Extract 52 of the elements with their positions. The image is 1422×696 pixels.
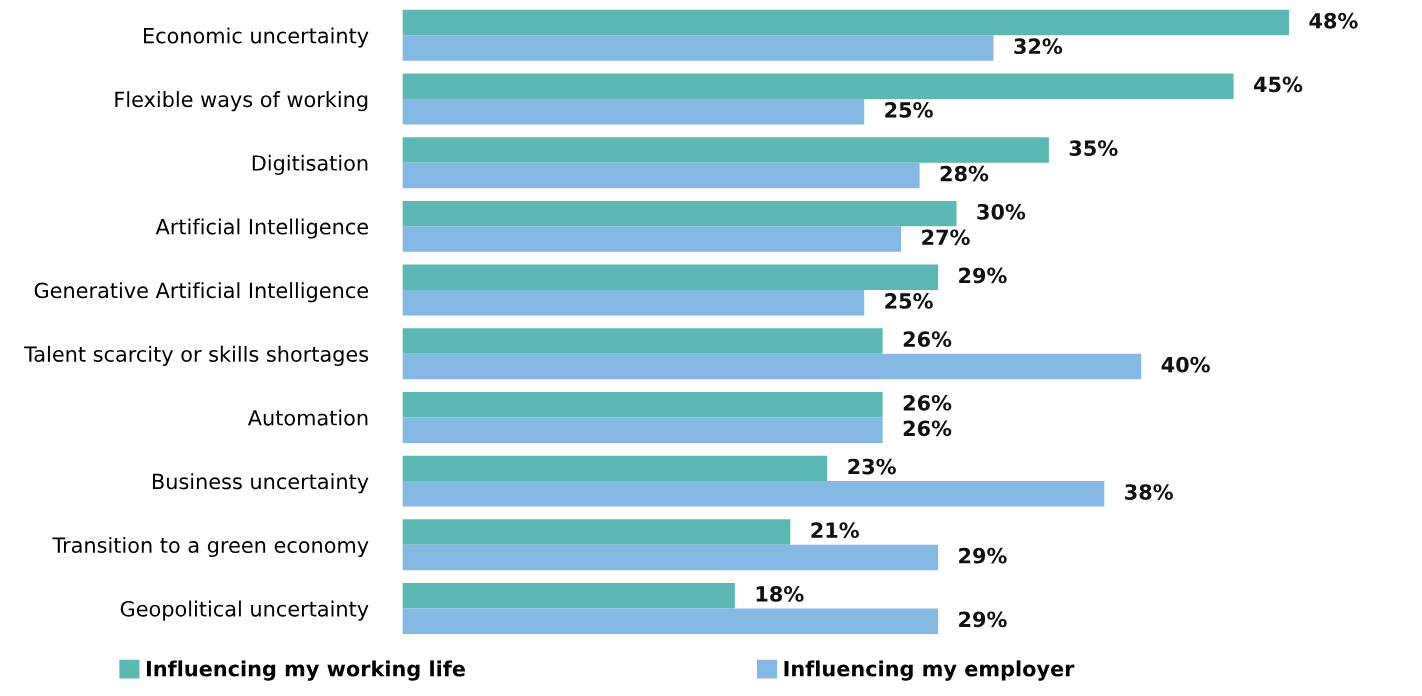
bar xyxy=(402,519,791,545)
data-label: 26% xyxy=(903,394,952,411)
data-label: 26% xyxy=(903,331,952,348)
y-tick-label: Artificial Intelligence xyxy=(155,218,368,239)
data-label: 30% xyxy=(977,203,1026,220)
bar xyxy=(402,328,883,354)
y-tick-label: Digitisation xyxy=(252,154,368,175)
bar xyxy=(402,391,883,418)
y-tick-label: Economic uncertainty xyxy=(144,27,369,48)
data-label: 21% xyxy=(811,522,859,539)
data-label: 18% xyxy=(756,586,804,602)
data-label: 35% xyxy=(1069,140,1118,156)
data-label: 32% xyxy=(1014,38,1063,55)
bar xyxy=(402,99,865,125)
bar xyxy=(402,544,939,571)
data-label: 27% xyxy=(922,229,970,246)
legend-label: Influencing my employer xyxy=(784,660,1075,681)
data-label: 28% xyxy=(940,165,989,182)
bar xyxy=(402,73,1234,100)
bar xyxy=(402,417,883,443)
bar xyxy=(402,455,828,482)
bar xyxy=(402,35,994,61)
y-tick-label: Flexible ways of working xyxy=(115,91,368,112)
y-tick-label: Automation xyxy=(247,409,368,426)
bar xyxy=(402,226,902,252)
data-label: 29% xyxy=(959,611,1007,628)
data-label: 29% xyxy=(959,547,1007,564)
bar xyxy=(402,353,1142,380)
y-tick-label: Generative Artificial Intelligence xyxy=(34,282,368,303)
bar xyxy=(402,9,1290,36)
data-label: 48% xyxy=(1309,12,1358,29)
bar xyxy=(402,481,1105,507)
y-tick-label: Geopolitical uncertainty xyxy=(120,600,369,621)
data-label: 40% xyxy=(1161,356,1210,373)
legend-label: Influencing my working life xyxy=(146,660,465,681)
bar xyxy=(402,608,939,634)
data-label: 26% xyxy=(903,420,952,437)
bar xyxy=(402,200,957,227)
data-label: 45% xyxy=(1253,76,1303,93)
bar xyxy=(402,583,735,609)
y-tick-label: Business uncertainty xyxy=(152,473,369,494)
data-label: 29% xyxy=(959,267,1007,284)
data-label: 25% xyxy=(885,293,933,309)
data-label: 38% xyxy=(1125,484,1173,500)
data-label: 25% xyxy=(885,102,933,118)
y-tick-label: Talent scarcity or skills shortages xyxy=(23,345,369,366)
bar xyxy=(402,264,939,291)
data-label: 23% xyxy=(848,458,896,475)
bar xyxy=(402,290,865,316)
bar xyxy=(402,162,920,189)
bar xyxy=(402,137,1049,163)
y-tick-label: Transition to a green economy xyxy=(52,536,369,558)
